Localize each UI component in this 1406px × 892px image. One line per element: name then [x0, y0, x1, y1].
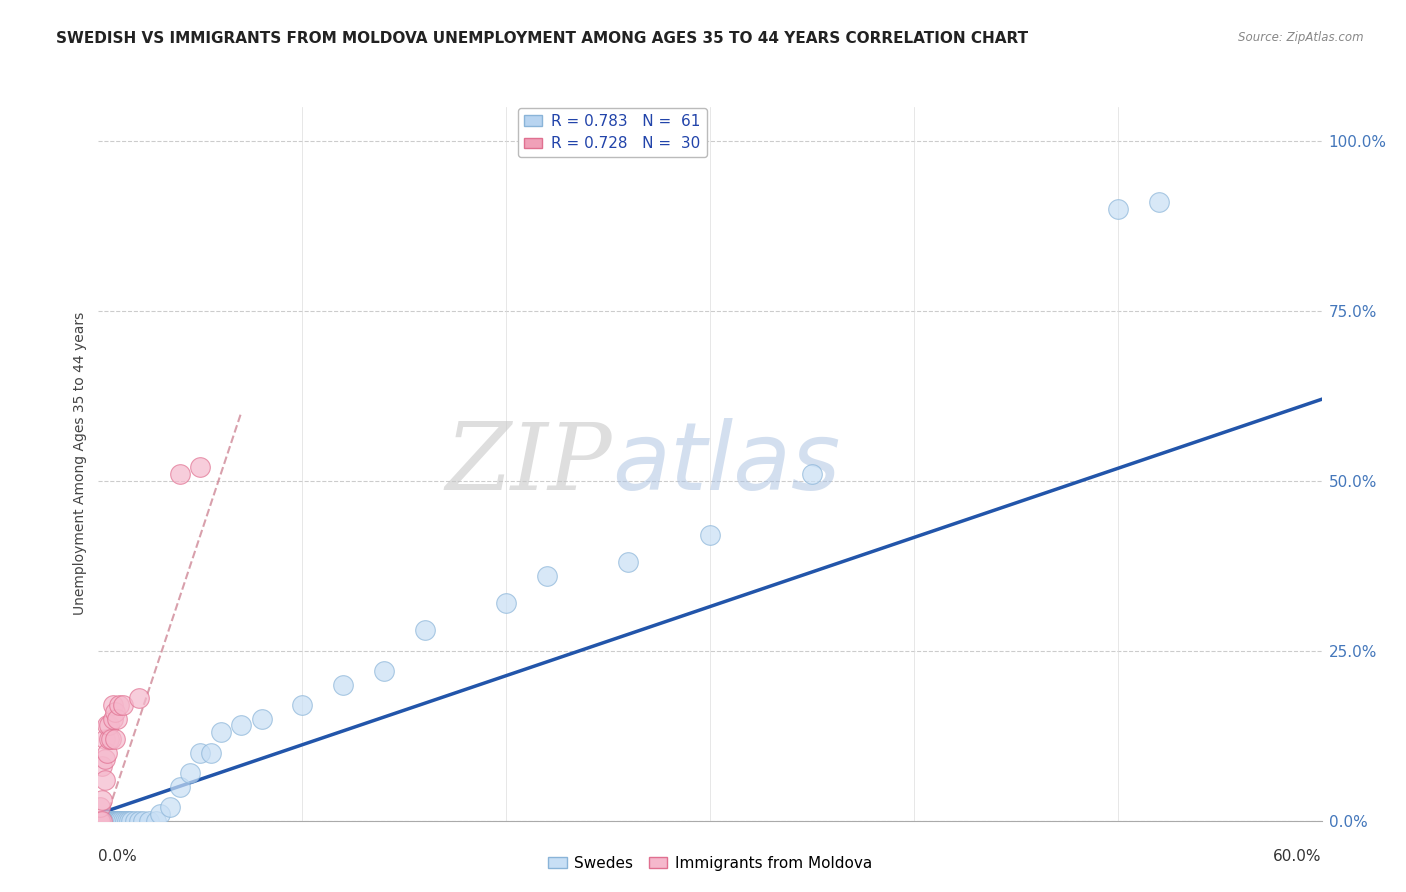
Point — [105, 814, 128, 828]
Point — [89, 814, 111, 828]
Point — [699, 528, 721, 542]
Point — [87, 814, 110, 828]
Point — [209, 725, 232, 739]
Point — [93, 732, 115, 747]
Legend: Swedes, Immigrants from Moldova: Swedes, Immigrants from Moldova — [543, 850, 877, 877]
Point — [159, 800, 181, 814]
Point — [128, 691, 150, 706]
Point — [617, 555, 640, 569]
Point — [100, 814, 122, 828]
Point — [87, 814, 110, 828]
Point — [169, 467, 191, 481]
Point — [108, 814, 131, 828]
Point — [115, 814, 138, 828]
Point — [132, 814, 155, 828]
Point — [291, 698, 314, 712]
Point — [91, 793, 114, 807]
Point — [200, 746, 222, 760]
Point — [373, 664, 395, 678]
Point — [91, 814, 114, 828]
Point — [93, 814, 115, 828]
Text: Source: ZipAtlas.com: Source: ZipAtlas.com — [1239, 31, 1364, 45]
Point — [96, 814, 118, 828]
Point — [100, 814, 122, 828]
Text: SWEDISH VS IMMIGRANTS FROM MOLDOVA UNEMPLOYMENT AMONG AGES 35 TO 44 YEARS CORREL: SWEDISH VS IMMIGRANTS FROM MOLDOVA UNEMP… — [56, 31, 1028, 46]
Text: 0.0%: 0.0% — [98, 849, 138, 864]
Point — [97, 814, 120, 828]
Point — [91, 759, 114, 773]
Point — [104, 814, 127, 828]
Point — [536, 569, 558, 583]
Point — [91, 814, 114, 828]
Point — [96, 814, 118, 828]
Point — [169, 780, 191, 794]
Point — [104, 732, 127, 747]
Point — [111, 814, 134, 828]
Point — [124, 814, 146, 828]
Point — [93, 814, 115, 828]
Point — [87, 814, 110, 828]
Point — [101, 814, 124, 828]
Point — [87, 814, 110, 828]
Text: ZIP: ZIP — [446, 419, 612, 508]
Point — [188, 460, 212, 475]
Point — [108, 698, 131, 712]
Point — [118, 814, 141, 828]
Point — [332, 678, 354, 692]
Point — [105, 712, 128, 726]
Point — [120, 814, 142, 828]
Point — [89, 814, 111, 828]
Point — [89, 814, 111, 828]
Point — [110, 814, 132, 828]
Point — [179, 766, 201, 780]
Point — [105, 814, 128, 828]
Point — [413, 624, 436, 638]
Point — [104, 705, 127, 719]
Point — [111, 698, 134, 712]
Point — [97, 814, 120, 828]
Point — [250, 712, 273, 726]
Point — [93, 752, 115, 766]
Point — [101, 814, 124, 828]
Point — [87, 814, 110, 828]
Point — [138, 814, 160, 828]
Point — [87, 814, 110, 828]
Point — [97, 814, 120, 828]
Point — [1107, 202, 1129, 216]
Point — [96, 814, 118, 828]
Point — [93, 814, 115, 828]
Point — [97, 732, 120, 747]
Point — [104, 814, 127, 828]
Point — [495, 596, 517, 610]
Y-axis label: Unemployment Among Ages 35 to 44 years: Unemployment Among Ages 35 to 44 years — [73, 312, 87, 615]
Point — [801, 467, 824, 481]
Point — [96, 718, 118, 732]
Point — [91, 814, 114, 828]
Point — [100, 732, 122, 747]
Point — [149, 806, 172, 821]
Point — [89, 814, 111, 828]
Text: 60.0%: 60.0% — [1274, 849, 1322, 864]
Text: atlas: atlas — [612, 418, 841, 509]
Point — [100, 814, 122, 828]
Point — [128, 814, 150, 828]
Point — [101, 712, 124, 726]
Point — [188, 746, 212, 760]
Point — [101, 698, 124, 712]
Point — [1147, 195, 1170, 210]
Point — [96, 746, 118, 760]
Point — [89, 814, 111, 828]
Point — [93, 772, 115, 787]
Point — [87, 814, 110, 828]
Point — [97, 718, 120, 732]
Point — [231, 718, 253, 732]
Point — [87, 814, 110, 828]
Point — [89, 800, 111, 814]
Point — [91, 814, 114, 828]
Point — [114, 814, 136, 828]
Point — [104, 814, 127, 828]
Point — [108, 814, 131, 828]
Point — [145, 814, 167, 828]
Point — [87, 814, 110, 828]
